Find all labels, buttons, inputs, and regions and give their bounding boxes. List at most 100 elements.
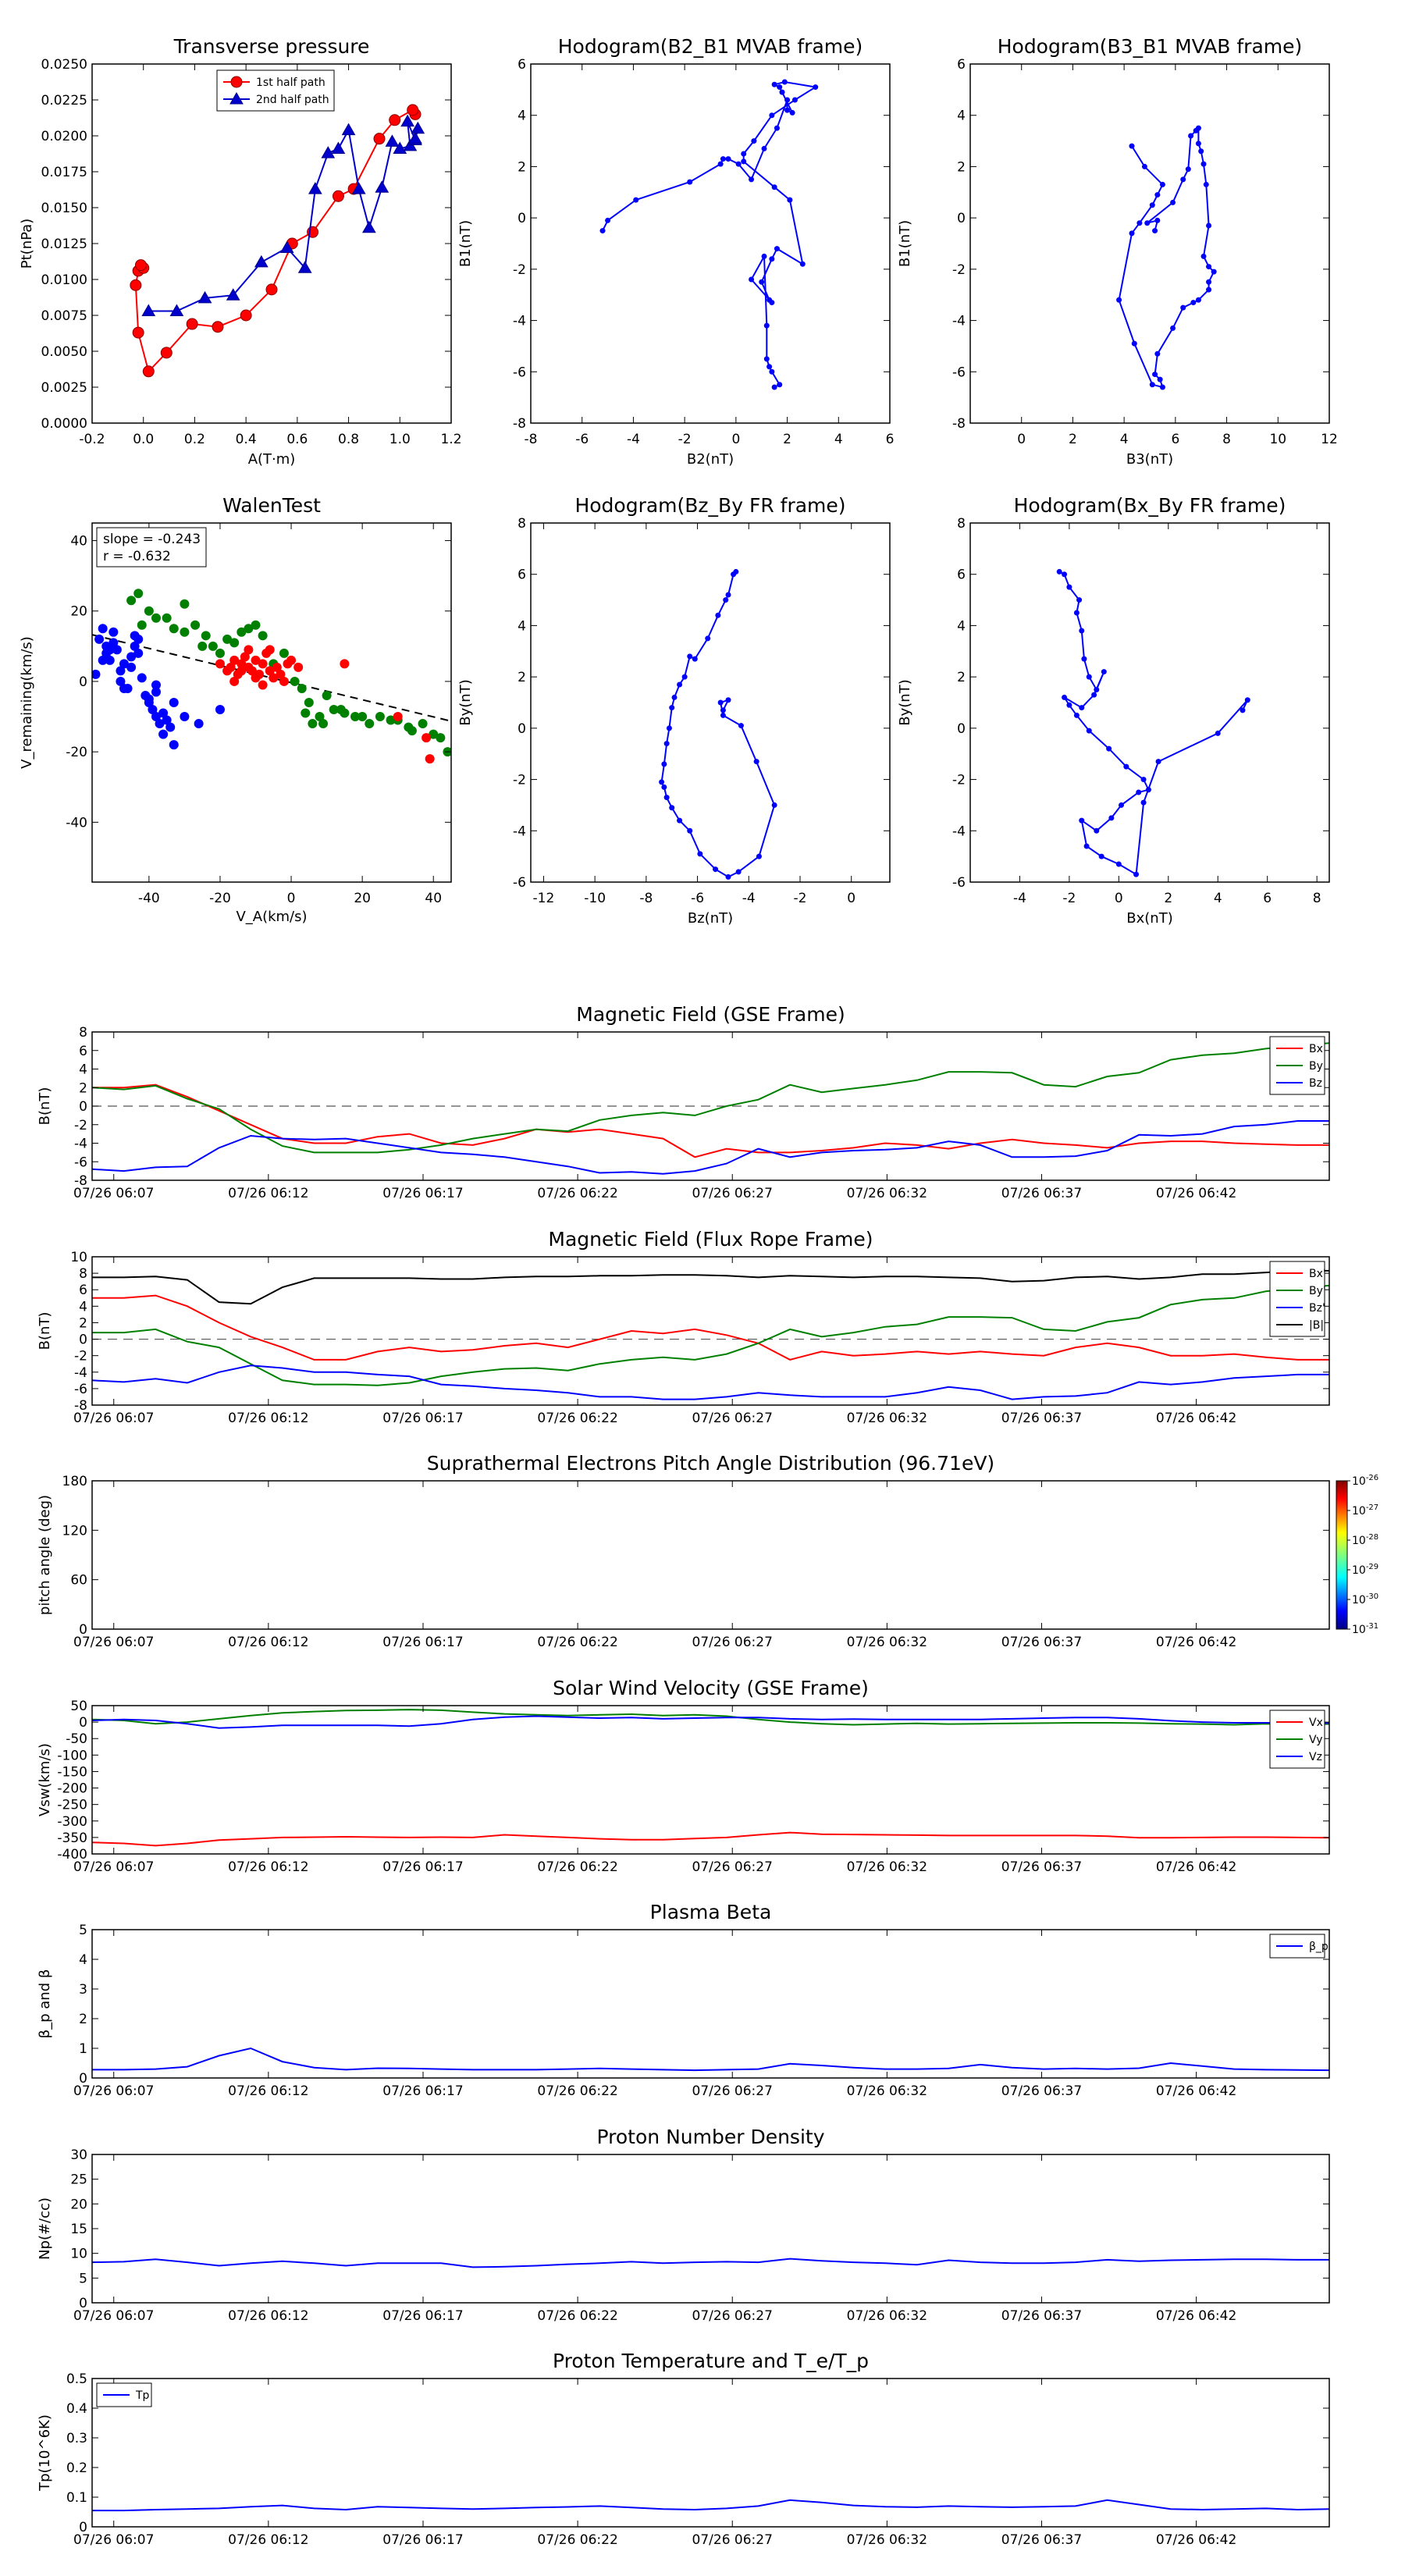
scatter-point — [279, 648, 289, 658]
scatter-point — [190, 620, 201, 630]
scatter-point — [229, 638, 240, 648]
y-tick-label: 8 — [79, 1266, 87, 1282]
data-point — [407, 104, 419, 116]
scatter-point — [197, 641, 208, 651]
legend-label: Bx' — [1309, 1268, 1326, 1280]
y-tick-label: 0.5 — [66, 2371, 87, 2387]
x-tick-label: 0 — [1017, 432, 1026, 447]
data-point — [1195, 125, 1201, 131]
data-point — [781, 79, 788, 85]
series-line--b- — [92, 1269, 1329, 1305]
data-point — [774, 125, 780, 131]
y-tick-label: 30 — [70, 2147, 87, 2163]
x-tick-label: 07/26 06:42 — [1156, 2083, 1236, 2099]
series-line-bz — [92, 1120, 1329, 1175]
scatter-point — [436, 733, 446, 743]
y-tick-label: 2 — [957, 670, 966, 685]
data-point — [1188, 133, 1194, 139]
x-tick-label: -2 — [678, 432, 692, 447]
scatter-point — [144, 606, 154, 616]
data-point — [659, 779, 665, 785]
axes-frame — [969, 522, 1330, 883]
scatter-point — [269, 673, 279, 683]
scatter-point — [229, 655, 240, 665]
legend-label: Vy — [1309, 1734, 1323, 1746]
x-tick-label: -4 — [1013, 891, 1026, 906]
y-tick-label: 4 — [79, 1299, 87, 1315]
axes-frame — [91, 1705, 1330, 1855]
x-tick-label: 4 — [834, 432, 843, 447]
data-point — [759, 279, 765, 285]
annotation-text: slope = -0.243 — [103, 532, 201, 547]
scatter-point — [336, 705, 346, 715]
x-tick-label: 8 — [1222, 432, 1231, 447]
x-tick-label: 07/26 06:07 — [73, 2532, 154, 2548]
y-tick-label: 6 — [79, 1044, 87, 1059]
data-point — [725, 156, 731, 162]
y-tick-label: 180 — [62, 1474, 87, 1489]
y-tick-label: 0.0225 — [41, 93, 87, 109]
x-tick-label: 07/26 06:27 — [692, 2308, 773, 2324]
chart-title: Magnetic Field (Flux Rope Frame) — [548, 1228, 873, 1251]
legend-label: β_p — [1309, 1941, 1329, 1953]
data-point — [1129, 230, 1135, 237]
chart-title: Proton Number Density — [597, 2126, 825, 2148]
data-point — [769, 300, 775, 306]
x-tick-label: -6 — [691, 891, 704, 906]
scatter-point — [108, 627, 119, 637]
data-point — [1170, 199, 1176, 205]
scatter-point — [98, 624, 108, 634]
x-tick-label: 07/26 06:37 — [1001, 1635, 1082, 1650]
scatter-point — [126, 596, 137, 606]
data-point — [813, 84, 819, 91]
legend: Bx' By' Bz' |B| — [1269, 1261, 1326, 1337]
x-tick-label: 0 — [847, 891, 855, 906]
x-tick-label: 40 — [425, 891, 442, 906]
x-tick-label: -10 — [584, 891, 606, 906]
y-tick-label: 40 — [70, 534, 87, 550]
plot-area — [92, 1269, 1329, 1400]
x-tick-label: 4 — [1214, 891, 1222, 906]
series-line-vx — [92, 1831, 1329, 1847]
axes-frame — [91, 1929, 1330, 2079]
x-tick-label: 07/26 06:22 — [537, 1859, 617, 1875]
x-tick-label: -2 — [1062, 891, 1076, 906]
axes-frame — [969, 63, 1330, 424]
y-tick-label: -8 — [74, 1173, 87, 1189]
y-tick-label: -8 — [513, 416, 526, 432]
y-tick-label: 0 — [518, 721, 526, 737]
x-tick-label: 07/26 06:27 — [692, 2532, 773, 2548]
scatter-point — [297, 683, 307, 693]
data-point — [705, 635, 711, 642]
x-tick-label: 07/26 06:07 — [73, 1635, 154, 1650]
scatter-point — [119, 659, 129, 669]
chart-bfr: Magnetic Field (Flux Rope Frame) -8-6-4-2… — [37, 1228, 1330, 1426]
x-tick-label: 07/26 06:22 — [537, 2308, 617, 2324]
y-tick-label: 6 — [518, 57, 526, 73]
data-point — [1066, 584, 1072, 590]
data-point — [1140, 777, 1147, 783]
data-point — [1195, 297, 1201, 303]
data-point — [697, 851, 703, 857]
y-tick-label: 8 — [79, 1025, 87, 1041]
chart-pad: Suprathermal Electrons Pitch Angle Distr… — [37, 1452, 1378, 1650]
data-point — [1154, 217, 1161, 223]
data-point — [713, 866, 719, 873]
y-tick-label: -250 — [57, 1798, 87, 1813]
x-tick-label: 07/26 06:32 — [847, 2083, 927, 2099]
annotation-box: slope = -0.243 r = -0.632 — [96, 527, 207, 568]
data-point — [197, 290, 212, 304]
data-point — [240, 309, 252, 322]
chart-title: Magnetic Field (GSE Frame) — [576, 1003, 845, 1026]
x-tick-label: 6 — [1171, 432, 1179, 447]
data-point — [1066, 702, 1072, 708]
data-point — [717, 699, 724, 706]
data-point — [1215, 730, 1221, 736]
data-point — [1133, 871, 1140, 877]
x-tick-label: -4 — [627, 432, 640, 447]
data-point — [725, 592, 731, 598]
x-tick-label: -2 — [794, 891, 807, 906]
legend: β_p — [1269, 1934, 1329, 1959]
data-point — [1203, 181, 1209, 187]
y-tick-label: 0.0025 — [41, 380, 87, 396]
